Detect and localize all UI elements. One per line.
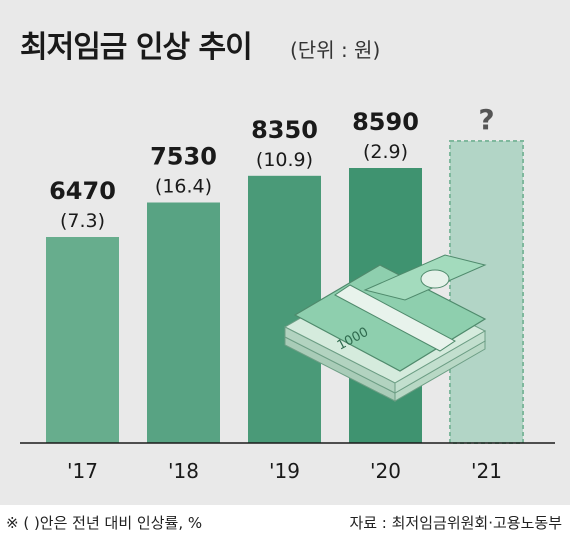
bars-layer <box>46 140 524 444</box>
rate-label-0: (7.3) <box>60 210 105 232</box>
rate-label-3: (2.9) <box>363 141 408 163</box>
value-label-0: 6470 <box>49 177 116 205</box>
chart-title: 최저임금 인상 추이 <box>20 30 253 65</box>
value-label-2: 8350 <box>251 116 318 144</box>
value-label-1: 7530 <box>150 143 217 171</box>
footer-note: ※ ( )안은 전년 대비 인상률, % <box>6 514 203 532</box>
bar-chart: 6470 (7.3) '17 7530 (16.4) '18 8350 (10.9) '19 85… <box>20 103 555 483</box>
x-tick-label-0: '17 <box>67 459 98 483</box>
x-tick-label-1: '18 <box>168 459 199 483</box>
labels-layer: 6470 (7.3) '17 7530 (16.4) '18 8350 (10.9) '19 85… <box>49 103 502 483</box>
bar-pending-4 <box>449 140 524 444</box>
value-label-3: 8590 <box>352 108 419 136</box>
x-tick-label-4: '21 <box>471 459 502 483</box>
rate-label-1: (16.4) <box>155 176 212 198</box>
x-tick-label-2: '19 <box>269 459 300 483</box>
banknote-stack-icon: 1000 <box>283 254 487 402</box>
unit-label: (단위 : 원) <box>290 38 381 62</box>
footer-source: 자료 : 최저임금위원회·고용노동부 <box>349 514 562 532</box>
bar-0 <box>46 237 119 443</box>
rate-label-2: (10.9) <box>256 149 313 171</box>
x-tick-label-3: '20 <box>370 459 401 483</box>
bar-1 <box>147 202 220 443</box>
value-label-4: ? <box>478 103 494 136</box>
